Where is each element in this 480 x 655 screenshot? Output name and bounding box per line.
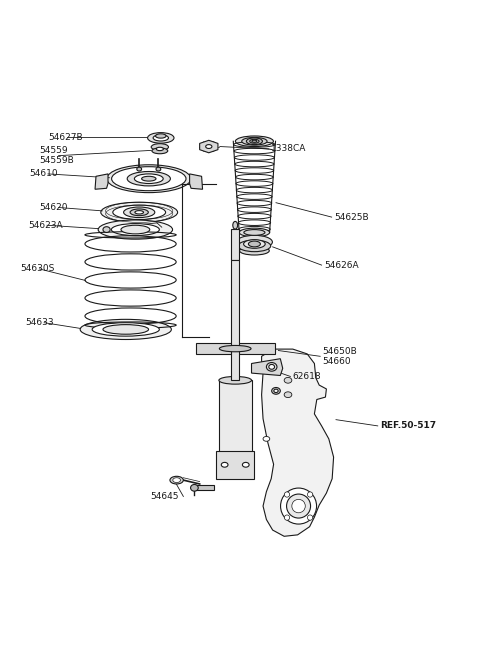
Ellipse shape bbox=[111, 223, 159, 236]
Ellipse shape bbox=[308, 492, 313, 497]
Ellipse shape bbox=[173, 477, 180, 483]
Ellipse shape bbox=[292, 499, 305, 513]
Ellipse shape bbox=[242, 462, 249, 467]
Text: 54627B: 54627B bbox=[48, 133, 83, 142]
Ellipse shape bbox=[284, 515, 289, 520]
Ellipse shape bbox=[221, 462, 228, 467]
Ellipse shape bbox=[127, 172, 170, 186]
Text: 54633: 54633 bbox=[25, 318, 54, 328]
Bar bbox=[231, 229, 239, 260]
Text: 62618: 62618 bbox=[293, 372, 322, 381]
Ellipse shape bbox=[98, 220, 173, 239]
Ellipse shape bbox=[130, 209, 148, 215]
Ellipse shape bbox=[124, 207, 155, 217]
Polygon shape bbox=[262, 349, 334, 536]
Ellipse shape bbox=[266, 362, 277, 371]
Text: 54645: 54645 bbox=[150, 492, 179, 501]
Ellipse shape bbox=[252, 140, 257, 142]
Polygon shape bbox=[200, 140, 218, 153]
Ellipse shape bbox=[134, 174, 163, 183]
Ellipse shape bbox=[121, 225, 150, 234]
Ellipse shape bbox=[156, 134, 166, 138]
Text: 54650B
54660: 54650B 54660 bbox=[323, 346, 357, 366]
Ellipse shape bbox=[243, 240, 265, 248]
Ellipse shape bbox=[239, 228, 270, 236]
Text: 54630S: 54630S bbox=[20, 265, 55, 273]
Bar bbox=[194, 485, 214, 490]
Text: 54625B: 54625B bbox=[334, 213, 369, 221]
Ellipse shape bbox=[240, 246, 269, 255]
Ellipse shape bbox=[103, 325, 149, 334]
Ellipse shape bbox=[135, 211, 144, 214]
Polygon shape bbox=[190, 174, 203, 189]
Ellipse shape bbox=[246, 138, 263, 145]
Ellipse shape bbox=[92, 323, 159, 336]
Ellipse shape bbox=[219, 377, 252, 384]
Text: 54559
54559B: 54559 54559B bbox=[39, 146, 74, 165]
Ellipse shape bbox=[238, 240, 271, 252]
Text: 54610: 54610 bbox=[29, 170, 58, 178]
Ellipse shape bbox=[191, 485, 198, 491]
Ellipse shape bbox=[156, 147, 163, 151]
Ellipse shape bbox=[148, 132, 174, 143]
Ellipse shape bbox=[280, 488, 317, 524]
Polygon shape bbox=[95, 174, 108, 189]
Ellipse shape bbox=[274, 389, 278, 392]
Ellipse shape bbox=[250, 140, 259, 143]
Ellipse shape bbox=[284, 492, 289, 497]
Ellipse shape bbox=[249, 241, 260, 247]
Ellipse shape bbox=[308, 515, 313, 520]
Ellipse shape bbox=[242, 138, 267, 145]
Ellipse shape bbox=[111, 167, 186, 191]
Ellipse shape bbox=[269, 364, 275, 369]
Polygon shape bbox=[252, 359, 283, 375]
Ellipse shape bbox=[153, 135, 168, 141]
Ellipse shape bbox=[170, 476, 183, 484]
Ellipse shape bbox=[235, 136, 274, 147]
Text: 54620: 54620 bbox=[39, 203, 68, 212]
Ellipse shape bbox=[244, 230, 265, 235]
Text: 54626A: 54626A bbox=[324, 261, 359, 270]
Ellipse shape bbox=[101, 202, 178, 223]
Ellipse shape bbox=[236, 235, 272, 249]
Ellipse shape bbox=[103, 227, 110, 233]
Ellipse shape bbox=[151, 143, 168, 151]
Ellipse shape bbox=[152, 148, 168, 154]
Bar bbox=[219, 381, 252, 453]
Ellipse shape bbox=[113, 205, 166, 219]
Bar bbox=[231, 260, 239, 381]
Ellipse shape bbox=[80, 320, 171, 339]
Ellipse shape bbox=[233, 221, 238, 229]
Ellipse shape bbox=[219, 345, 251, 352]
Ellipse shape bbox=[205, 145, 212, 149]
Ellipse shape bbox=[142, 176, 156, 181]
Text: 54623A: 54623A bbox=[28, 221, 62, 230]
Ellipse shape bbox=[137, 167, 142, 171]
Ellipse shape bbox=[272, 388, 280, 394]
Bar bbox=[216, 451, 254, 479]
Ellipse shape bbox=[287, 494, 311, 518]
Ellipse shape bbox=[284, 392, 292, 398]
Ellipse shape bbox=[263, 436, 270, 441]
Ellipse shape bbox=[284, 377, 292, 383]
Text: REF.50-517: REF.50-517 bbox=[380, 421, 436, 430]
Bar bbox=[196, 343, 275, 354]
Ellipse shape bbox=[107, 165, 191, 193]
Ellipse shape bbox=[156, 167, 161, 171]
Text: 1338CA: 1338CA bbox=[271, 145, 307, 153]
